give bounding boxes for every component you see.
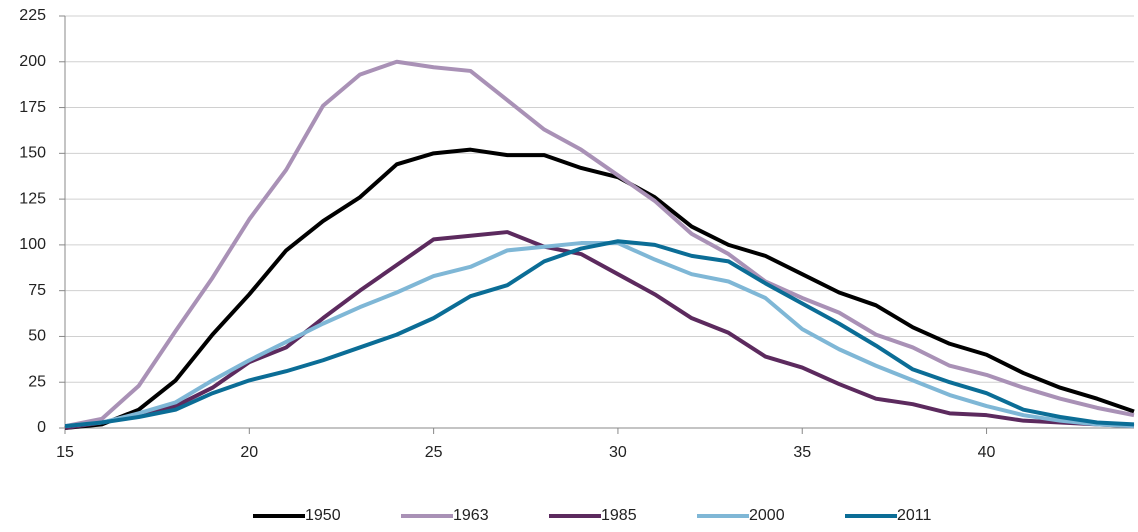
x-tick-label: 25 [425,444,443,461]
series-line [64,239,1135,429]
y-tick-label: 50 [28,328,46,345]
y-tick-label: 25 [28,373,46,390]
series-line [64,230,1135,430]
legend-label: 1963 [453,507,489,524]
x-tick-label: 20 [240,444,258,461]
y-tick-label: 225 [19,7,46,24]
series-line [64,147,1135,430]
x-tick-label: 30 [609,444,627,461]
x-tick-label: 40 [978,444,996,461]
y-tick-label: 75 [28,282,46,299]
x-tick-label: 15 [56,444,74,461]
series-line [64,59,1135,429]
y-tick-label: 200 [19,53,46,70]
series-line [64,241,1135,429]
legend-label: 1950 [305,507,341,524]
y-tick-label: 0 [37,419,46,436]
y-tick-label: 125 [19,190,46,207]
legend-label: 2011 [897,507,932,524]
y-tick-label: 100 [19,236,46,253]
legend-label: 1985 [601,507,637,524]
y-tick-label: 175 [19,99,46,116]
y-tick-label: 150 [19,145,46,162]
x-tick-label: 35 [793,444,811,461]
legend-label: 2000 [749,507,785,524]
